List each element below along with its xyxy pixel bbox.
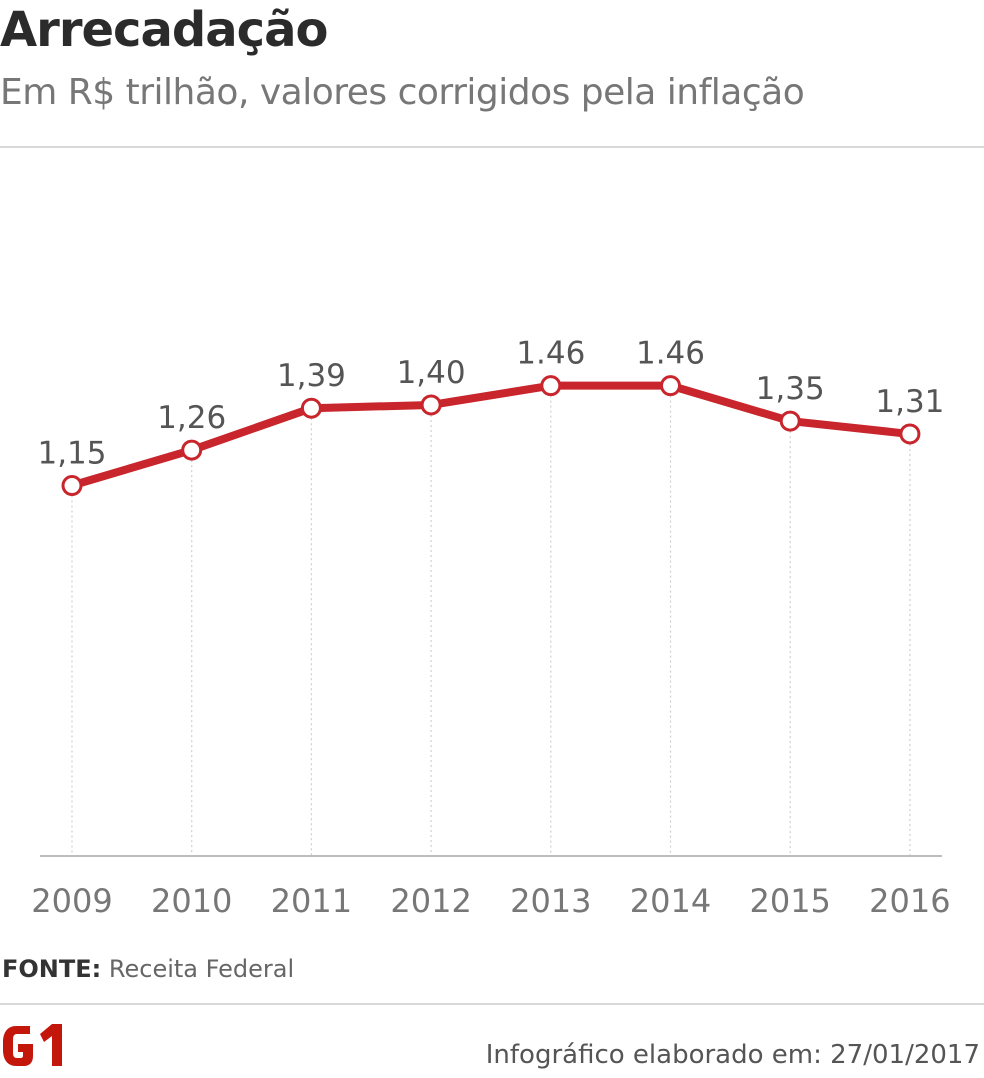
x-tick-label: 2015 xyxy=(749,882,830,920)
source-text: Receita Federal xyxy=(108,955,295,983)
top-divider xyxy=(0,146,984,148)
chart-subtitle: Em R$ trilhão, valores corrigidos pela i… xyxy=(0,72,805,113)
data-point xyxy=(61,475,83,497)
data-label: 1,26 xyxy=(157,400,226,436)
data-point xyxy=(899,423,921,445)
data-label: 1.46 xyxy=(636,336,705,372)
data-point xyxy=(181,439,203,461)
x-tick-label: 2013 xyxy=(510,882,591,920)
data-point xyxy=(660,375,681,397)
g1-logo xyxy=(3,1024,62,1066)
data-label: 1,15 xyxy=(37,436,106,472)
data-label: 1,31 xyxy=(875,384,944,420)
data-label: 1,40 xyxy=(397,355,466,391)
line-chart: 2009 2010 2011 2012 2013 2014 2015 2016 1,15 1,26… xyxy=(31,336,950,920)
x-tick-label: 2009 xyxy=(31,882,112,920)
x-tick-label: 2016 xyxy=(869,882,950,920)
data-point xyxy=(779,410,801,432)
data-point xyxy=(300,397,322,419)
x-tick-label: 2010 xyxy=(151,882,232,920)
data-point xyxy=(420,394,442,416)
data-label: 1,39 xyxy=(277,358,346,394)
data-point xyxy=(540,375,562,397)
data-label: 1.46 xyxy=(516,336,585,372)
x-tick-label: 2012 xyxy=(390,882,471,920)
credit-note: Infográfico elaborado em: 27/01/2017 xyxy=(485,1040,980,1070)
source-label: FONTE: xyxy=(2,955,102,983)
chart-title: Arrecadação xyxy=(0,2,328,58)
source-note: FONTE: Receita Federal xyxy=(2,955,294,983)
x-tick-label: 2011 xyxy=(271,882,352,920)
bottom-divider xyxy=(0,1003,984,1005)
data-label: 1,35 xyxy=(756,371,825,407)
series-line xyxy=(68,381,914,490)
x-tick-label: 2014 xyxy=(630,882,711,920)
